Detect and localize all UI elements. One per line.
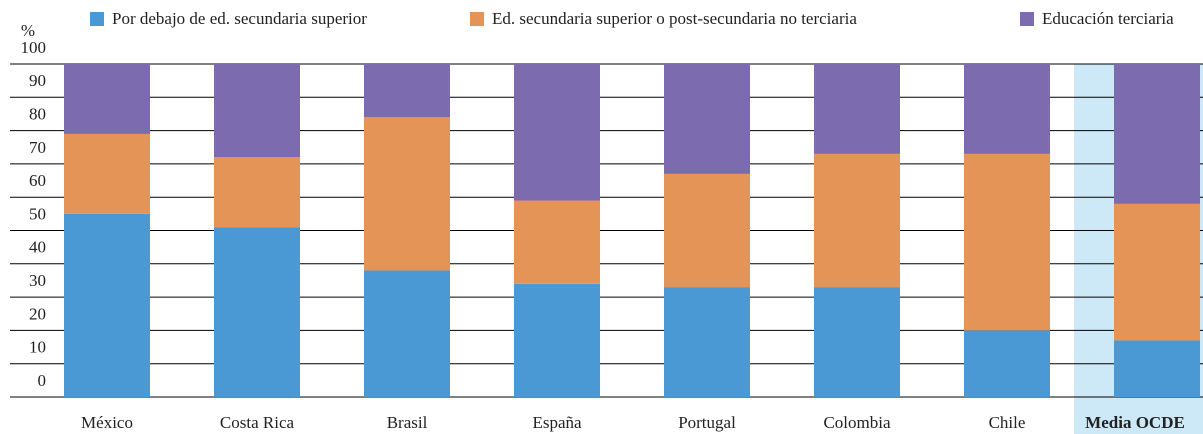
y-tick-label: 20	[29, 304, 46, 323]
bar-segment	[64, 64, 150, 134]
bar-segment	[1114, 340, 1200, 397]
bar-segment	[364, 64, 450, 118]
bar-segment	[964, 64, 1050, 154]
bar-segment	[364, 270, 450, 397]
bar-segment	[964, 330, 1050, 397]
bar-segment	[664, 64, 750, 174]
bar-segment	[514, 200, 600, 284]
bar-segment	[664, 173, 750, 288]
bar-segment	[214, 157, 300, 228]
bar-segment	[664, 287, 750, 397]
bar-segment	[814, 287, 900, 397]
y-tick-label: 0	[38, 371, 47, 390]
y-tick-label: 100	[21, 38, 47, 57]
bar-segment	[1114, 64, 1200, 204]
x-tick-label: Portugal	[678, 413, 736, 432]
bar-segment	[364, 117, 450, 271]
bar-segment	[214, 227, 300, 397]
x-tick-label: Media OCDE	[1085, 413, 1185, 432]
x-tick-label: Brasil	[387, 413, 428, 432]
x-tick-label: España	[532, 413, 582, 432]
legend-label: Educación terciaria	[1042, 9, 1174, 28]
x-tick-label: Colombia	[823, 413, 891, 432]
bar-segment	[514, 64, 600, 201]
y-tick-label: 40	[29, 238, 46, 257]
legend-swatch	[470, 12, 484, 26]
bar-segment	[514, 283, 600, 397]
legend-swatch	[90, 12, 104, 26]
legend-label: Por debajo de ed. secundaria superior	[112, 9, 367, 28]
y-tick-label: 50	[29, 204, 46, 223]
legend-swatch	[1020, 12, 1034, 26]
bar-segment	[1114, 203, 1200, 341]
y-tick-label: 60	[29, 171, 46, 190]
y-tick-label: 70	[29, 138, 46, 157]
bar-segment	[64, 133, 150, 214]
y-tick-label: 30	[29, 271, 46, 290]
bar-segment	[964, 153, 1050, 331]
bar-segment	[814, 64, 900, 154]
bar-segment	[214, 64, 300, 158]
x-tick-label: Costa Rica	[220, 413, 295, 432]
legend-label: Ed. secundaria superior o post-secundari…	[492, 9, 857, 28]
y-tick-label: 90	[29, 71, 46, 90]
y-tick-label: 10	[29, 338, 46, 357]
bar-segment	[814, 153, 900, 288]
y-tick-label: 80	[29, 105, 46, 124]
y-axis-label: %	[21, 21, 35, 40]
x-tick-label: México	[81, 413, 133, 432]
x-tick-label: Chile	[989, 413, 1026, 432]
bar-segment	[64, 213, 150, 397]
